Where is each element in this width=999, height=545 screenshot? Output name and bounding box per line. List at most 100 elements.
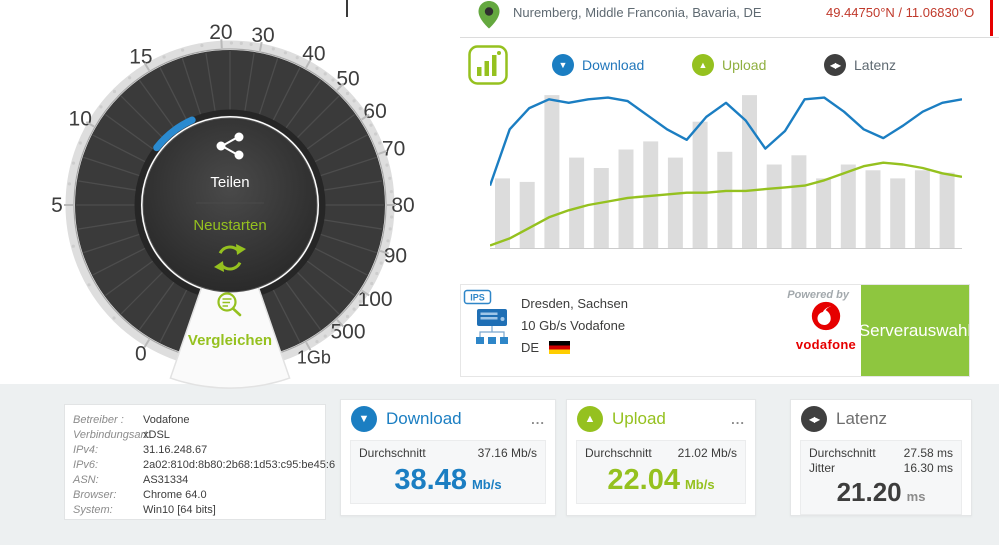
detail-label: ASN: [73,474,99,486]
legend-download-label: Download [582,57,645,73]
latency-jitter-value: 16.30 ms [903,461,953,475]
share-label[interactable]: Teilen [210,174,249,191]
download-line [490,96,962,186]
server-connection: 10 Gb/s Vodafone [521,318,626,333]
latency-bar [495,178,510,249]
gauge-scale-label: 15 [129,46,152,69]
germany-flag-icon [549,341,571,354]
detail-value: 31.16.248.67 [143,444,208,456]
latency-bar [865,170,881,249]
detail-row: ASN: AS31334 [73,474,317,486]
speed-history-chart [490,95,962,249]
detail-row: System: Win10 [64 bits] [73,504,317,516]
gauge-scale-label: 20 [209,21,232,44]
download-menu-dots[interactable]: ... [531,411,545,427]
latency-bar [840,164,856,249]
legend-upload-label: Upload [722,57,767,73]
detail-row: Verbindungsart: xDSL [73,429,317,441]
latency-value: 21.20 [836,477,902,507]
gauge-scale-label: 40 [302,43,325,66]
latency-bar [519,181,535,249]
detail-value: xDSL [143,429,170,441]
upload-avg-label: Durchschnitt [585,446,652,460]
download-result-panel: Durchschnitt 37.16 Mb/s 38.48 Mb/s [350,440,546,504]
legend-download[interactable]: ▼ Download [552,54,644,76]
detail-value: Chrome 64.0 [143,489,207,501]
latency-bar [544,95,560,249]
speed-gauge: Teilen Neustarten Vergleichen 0 5 10 [51,21,415,389]
download-value: 38.48 [394,464,467,496]
upload-menu-dots[interactable]: ... [731,411,745,427]
latency-bar [914,170,930,249]
latency-unit: ms [906,489,926,504]
upload-result-panel: Durchschnitt 21.02 Mb/s 22.04 Mb/s [576,440,746,504]
latency-bar [816,178,832,249]
gauge-center [142,117,318,293]
legend-latency-label: Latenz [854,57,897,73]
latency-bar [569,157,585,249]
restart-label[interactable]: Neustarten [193,217,266,234]
detail-label: System: [73,504,113,516]
latency-icon: ◀▶ [824,54,846,76]
gauge-scale-label: 60 [363,100,386,123]
latency-result-card: ◀▶ Latenz Durchschnitt 27.58 ms Jitter 1… [790,399,972,516]
detail-row: IPv4: 31.16.248.67 [73,444,317,456]
gauge-progress-arc [153,116,196,152]
detail-row: Betreiber : Vodafone [73,414,317,426]
gauge-scale-label: 0 [135,342,147,365]
upload-avg-value: 21.02 Mb/s [677,446,737,460]
compare-label[interactable]: Vergleichen [188,332,272,349]
connection-details-box: Betreiber : Vodafone Verbindungsart: xDSL IP… [64,404,335,520]
detail-label: Browser: [73,489,117,501]
server-country-row: DE [521,337,628,359]
latency-bar [692,121,708,249]
detail-row: Browser: Chrome 64.0 [73,489,317,501]
gauge-scale-label: 1Gb [297,347,331,367]
download-icon: ▼ [351,406,377,432]
detail-label: Betreiber : [73,414,124,426]
gauge-scale-label: 80 [391,194,414,217]
share-button[interactable]: Teilen [210,132,250,191]
gauge-scale-label: 90 [384,245,407,268]
header-divider [460,37,999,38]
artifact-mark [346,0,348,17]
latency-bar [667,157,683,249]
gauge-scale-label: 70 [382,138,405,161]
location-text: Nuremberg, Middle Franconia, Bavaria, DE [513,5,762,20]
latency-jitter-label: Jitter [809,461,836,475]
server-select-button[interactable]: Serverauswahl [861,285,969,376]
location-pin-icon [477,0,501,35]
upload-result-card: ▲ Upload ... Durchschnitt 21.02 Mb/s 22.… [566,399,756,516]
detail-value: AS31334 [143,474,189,486]
latency-bar [742,95,757,249]
detail-label: Verbindungsart: [73,429,151,441]
server-country-code: DE [521,340,540,355]
detail-row: IPv6: 2a02:810d:8b80:2b68:1d53:c95:be45:6 [73,459,335,471]
screen-edge-marker [990,0,993,36]
chart-type-icon[interactable] [468,45,508,85]
latency-avg-value: 27.58 ms [903,446,953,460]
details-rows: Betreiber : Vodafone Verbindungsart: xDSL IP… [73,414,335,516]
latency-icon: ◀▶ [801,406,827,432]
detail-value: Win10 [64 bits] [143,504,216,516]
latency-bar [766,164,782,249]
legend-latency[interactable]: ◀▶ Latenz [824,54,896,76]
upload-unit: Mb/s [684,477,715,492]
share-icon [216,132,244,160]
gauge-scale-label: 5 [51,194,63,217]
compare-button[interactable]: Vergleichen [188,292,272,350]
legend-upload[interactable]: ▲ Upload [692,54,766,76]
gauge-segments [76,51,384,343]
gauge-scale-label: 10 [69,108,92,131]
restart-button[interactable]: Neustarten [193,217,267,273]
vodafone-brand-label: vodafone [795,337,857,352]
upload-icon: ▲ [692,54,714,76]
detail-label: IPv4: [73,444,99,456]
latency-bar [791,155,807,249]
latency-result-panel: Durchschnitt 27.58 ms Jitter 16.30 ms 21… [800,440,962,515]
ips-badge-label: IPS [470,293,485,303]
download-icon: ▼ [552,54,574,76]
latency-bar [939,172,955,249]
latency-avg-label: Durchschnitt [809,446,876,460]
